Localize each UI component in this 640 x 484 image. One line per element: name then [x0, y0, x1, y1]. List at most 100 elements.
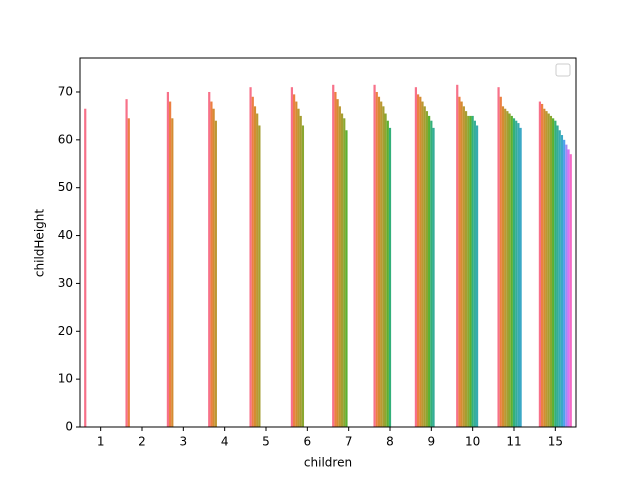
bar: [543, 108, 546, 428]
bar: [127, 118, 130, 428]
bar: [340, 113, 344, 427]
bar: [549, 115, 553, 427]
x-tick-label: 7: [345, 435, 353, 449]
bar: [332, 84, 335, 427]
bar: [425, 111, 429, 427]
bar: [508, 113, 511, 427]
x-tick-label: 11: [506, 435, 521, 449]
y-tick-label: 10: [58, 372, 73, 386]
x-axis-label: children: [304, 456, 352, 470]
x-tick-label: 6: [304, 435, 312, 449]
bar: [552, 118, 555, 428]
bar: [504, 108, 507, 428]
bar: [295, 101, 298, 428]
x-tick-label: 1: [97, 435, 105, 449]
y-tick-label: 70: [58, 84, 73, 98]
bar: [125, 99, 128, 427]
bar: [567, 149, 570, 427]
bar: [563, 139, 566, 428]
bar: [299, 115, 302, 427]
bar: [375, 91, 378, 428]
y-tick-label: 20: [58, 324, 73, 338]
bar: [290, 87, 294, 427]
bar: [471, 115, 474, 427]
bar: [517, 123, 520, 428]
bar: [166, 91, 170, 428]
bar: [556, 125, 559, 428]
bar: [565, 144, 568, 427]
bar: [432, 127, 435, 427]
legend: [555, 63, 571, 77]
y-tick-label: 30: [58, 276, 73, 290]
bar: [473, 120, 476, 427]
bar: [499, 96, 502, 427]
x-tick-label: 2: [138, 435, 146, 449]
bar: [541, 103, 544, 427]
y-tick-label: 0: [65, 420, 73, 434]
bar: [301, 125, 305, 428]
bar: [545, 111, 548, 427]
bar: [554, 120, 557, 427]
x-tick-label: 9: [428, 435, 436, 449]
y-tick-label: 40: [58, 228, 73, 242]
bar: [251, 96, 254, 427]
bar: [510, 115, 513, 427]
bar: [384, 113, 387, 427]
bar: [460, 101, 463, 428]
x-tick-label: 3: [180, 435, 188, 449]
bar: [515, 120, 518, 427]
bar: [210, 101, 213, 428]
x-tick-label: 8: [386, 435, 394, 449]
bar: [462, 106, 465, 427]
bar: [519, 127, 522, 427]
bar: [419, 96, 422, 427]
bar: [538, 101, 542, 428]
bar: [343, 118, 346, 428]
y-axis-label: childHeight: [33, 209, 47, 277]
x-tick-label: 5: [262, 435, 270, 449]
x-tick-label: 10: [465, 435, 480, 449]
plot-frame: [79, 57, 577, 428]
bar: [469, 115, 472, 427]
x-tick-label: 15: [548, 435, 563, 449]
bar: [293, 94, 296, 428]
bar: [501, 106, 505, 427]
bar: [423, 106, 426, 427]
bar: [467, 115, 470, 427]
bar: [256, 113, 259, 427]
bar: [430, 120, 433, 427]
bar: [417, 94, 420, 428]
bar: [212, 108, 215, 428]
bar: [560, 135, 564, 427]
bar: [456, 84, 459, 427]
bar: [249, 87, 252, 427]
bar: [208, 91, 211, 428]
bar: [169, 101, 172, 428]
bar: [334, 91, 337, 428]
bar: [421, 101, 424, 428]
bar: [458, 96, 461, 427]
bar: [506, 111, 509, 427]
bar: [414, 87, 418, 427]
bar: [373, 84, 376, 427]
x-tick-label: 4: [221, 435, 229, 449]
bar: [258, 125, 261, 428]
bar: [345, 130, 348, 427]
bar: [380, 101, 383, 428]
bar: [214, 120, 217, 427]
bar: [336, 99, 339, 427]
bar: [512, 118, 516, 428]
y-tick-label: 60: [58, 132, 73, 146]
bar: [84, 108, 87, 428]
bar: [171, 118, 174, 428]
bar: [382, 106, 385, 427]
bar: [386, 120, 389, 427]
bar: [547, 113, 550, 427]
y-tick-label: 50: [58, 180, 73, 194]
bar: [377, 96, 381, 427]
bar: [558, 130, 561, 427]
bar: [338, 106, 341, 427]
bar: [464, 111, 468, 427]
